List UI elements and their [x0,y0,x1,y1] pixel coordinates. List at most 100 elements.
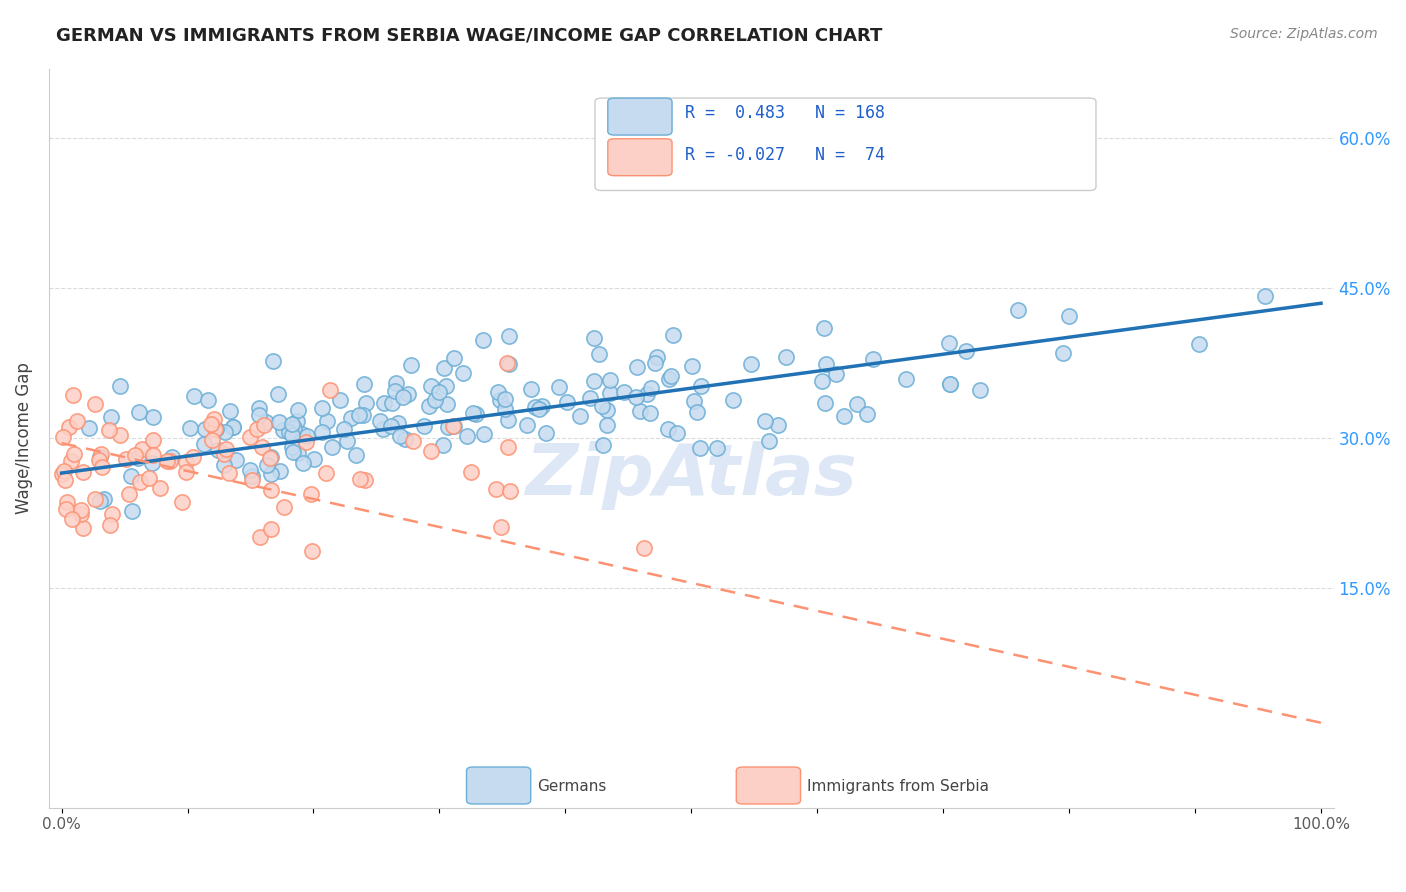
Point [118,487,141,501]
Point [63,447,86,461]
Point [464,408,486,422]
Point [938,335,960,350]
Point [160,450,183,464]
Point [176,455,198,469]
Point [98,517,121,532]
Point [498,357,520,371]
Point [628,404,651,418]
Point [349,472,371,486]
Point [110,427,132,442]
Point [389,429,412,443]
Point [247,401,270,416]
Point [436,397,458,411]
Point [516,417,538,432]
Point [101,507,124,521]
Point [58,420,80,434]
Point [215,442,238,456]
Point [55,502,77,516]
Point [260,450,283,464]
Point [287,402,309,417]
Point [127,451,149,466]
Point [193,436,215,450]
Point [225,453,247,467]
Point [472,427,495,442]
Point [402,434,425,448]
Point [138,471,160,485]
Point [311,401,333,415]
Point [52,430,75,444]
Point [862,351,884,366]
Point [640,381,662,395]
Point [531,399,554,413]
Point [666,426,689,441]
Point [142,448,165,462]
Point [689,441,711,455]
Point [419,379,441,393]
Point [260,467,283,481]
Point [846,397,869,411]
Point [486,385,509,400]
Point [662,327,685,342]
Point [142,409,165,424]
Point [89,450,111,464]
Point [423,392,446,407]
Point [832,409,855,423]
Point [66,414,89,428]
Point [690,379,713,393]
Point [194,422,217,436]
Point [141,456,163,470]
Point [825,367,848,381]
Point [354,474,377,488]
Point [443,351,465,365]
Point [294,435,316,450]
Point [281,440,304,454]
Point [212,447,235,461]
Point [240,473,263,487]
Point [437,419,460,434]
Point [381,396,404,410]
Point [456,428,478,442]
Point [262,354,284,368]
Point [499,483,522,498]
Point [249,530,271,544]
Point [368,415,391,429]
Point [645,351,668,365]
Point [633,541,655,555]
Point [657,422,679,436]
Point [380,419,402,434]
Point [93,491,115,506]
FancyBboxPatch shape [607,139,672,176]
Point [496,356,519,370]
Point [596,418,619,433]
Point [319,384,342,398]
Point [254,416,277,430]
Point [204,422,226,436]
Point [758,434,780,449]
Point [273,500,295,514]
Point [271,423,294,437]
Point [269,464,291,478]
Point [62,512,84,526]
Point [56,495,79,509]
Point [336,434,359,449]
Point [520,382,543,396]
Point [120,469,142,483]
Point [299,487,322,501]
FancyBboxPatch shape [607,98,672,135]
Point [62,388,84,402]
Point [142,434,165,448]
Point [686,405,709,419]
Point [121,504,143,518]
Point [398,386,420,401]
Point [814,357,837,371]
Point [69,503,91,517]
Point [260,483,283,497]
Point [60,454,83,468]
Point [315,466,337,480]
Point [387,416,409,430]
Point [329,392,352,407]
Point [392,390,415,404]
Point [613,384,636,399]
Point [292,456,315,470]
Point [754,414,776,428]
